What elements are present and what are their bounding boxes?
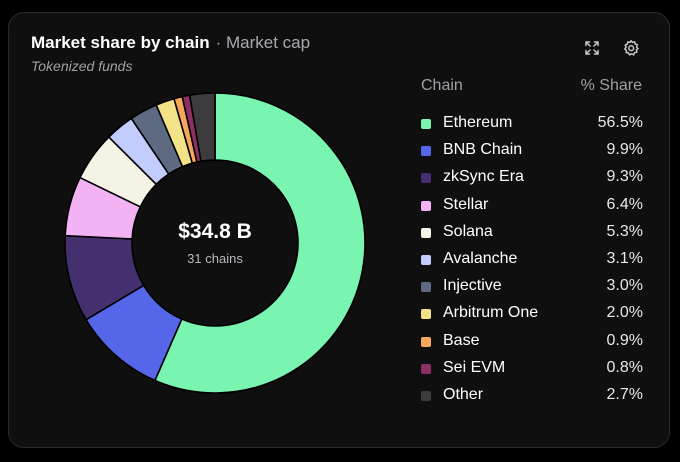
chart-subtitle: Tokenized funds — [31, 58, 133, 74]
legend-row[interactable]: Other 2.7% — [419, 384, 643, 411]
donut-slice-other[interactable] — [188, 92, 216, 162]
legend-chain-name: Injective — [443, 277, 502, 295]
chart-title: Market share by chain — [31, 33, 210, 52]
legend-chain-name: Base — [443, 331, 480, 349]
legend-share-value: 5.3% — [606, 222, 643, 240]
legend-row[interactable]: Arbitrum One 2.0% — [419, 302, 643, 329]
donut-chart — [64, 92, 366, 394]
legend-chain-name: Solana — [443, 222, 493, 240]
legend-swatch — [421, 390, 431, 401]
expand-icon[interactable] — [583, 39, 601, 57]
legend-swatch — [421, 363, 431, 374]
legend-share-value: 9.3% — [606, 168, 643, 186]
legend-share-value: 0.9% — [606, 331, 643, 349]
legend-row[interactable]: Avalanche 3.1% — [419, 248, 643, 275]
legend-swatch — [421, 254, 431, 265]
legend-row[interactable]: Solana 5.3% — [419, 221, 643, 248]
legend-chain-name: Avalanche — [443, 249, 518, 267]
chain-count: 31 chains — [187, 251, 243, 266]
legend-chain-name: Arbitrum One — [443, 304, 539, 322]
legend-chain-name: Other — [443, 385, 484, 403]
legend-header-chain: Chain — [421, 77, 463, 94]
metric-selector[interactable]: · Market cap — [215, 33, 311, 52]
legend-chain-name: BNB Chain — [443, 141, 523, 159]
legend-chain-name: Sei EVM — [443, 358, 506, 376]
legend-swatch — [421, 173, 431, 184]
donut-slice-ethereum[interactable] — [154, 92, 366, 394]
legend-share-value: 2.0% — [606, 304, 643, 322]
legend-row[interactable]: Ethereum 56.5% — [419, 112, 643, 139]
legend-row[interactable]: zkSync Era 9.3% — [419, 166, 643, 193]
legend-row[interactable]: Injective 3.0% — [419, 275, 643, 302]
legend-swatch — [421, 309, 431, 320]
legend: Ethereum 56.5% BNB Chain 9.9% zkSync Era 9.3%… — [419, 112, 643, 411]
legend-swatch — [421, 227, 431, 238]
legend-swatch — [421, 282, 431, 293]
legend-row[interactable]: BNB Chain 9.9% — [419, 139, 643, 166]
legend-share-value: 3.0% — [606, 277, 643, 295]
legend-chain-name: zkSync Era — [443, 168, 524, 186]
legend-chain-name: Ethereum — [443, 114, 513, 131]
legend-swatch — [421, 200, 431, 211]
legend-share-value: 9.9% — [606, 141, 643, 159]
legend-chain-name: Stellar — [443, 195, 489, 213]
legend-swatch — [421, 119, 431, 129]
legend-row[interactable]: Base 0.9% — [419, 330, 643, 357]
total-market-cap: $34.8 B — [178, 220, 252, 243]
legend-row[interactable]: Sei EVM 0.8% — [419, 357, 643, 384]
legend-swatch — [421, 336, 431, 347]
legend-header-share: % Share — [580, 77, 642, 94]
legend-share-value: 3.1% — [606, 249, 643, 267]
legend-row[interactable]: Stellar 6.4% — [419, 194, 643, 221]
legend-share-value: 56.5% — [597, 114, 643, 131]
legend-share-value: 2.7% — [606, 385, 643, 403]
legend-share-value: 6.4% — [606, 195, 643, 213]
legend-swatch — [421, 146, 431, 157]
legend-share-value: 0.8% — [606, 358, 643, 376]
gear-icon[interactable] — [622, 39, 640, 57]
card-header: Market share by chain · Market cap — [31, 33, 310, 53]
